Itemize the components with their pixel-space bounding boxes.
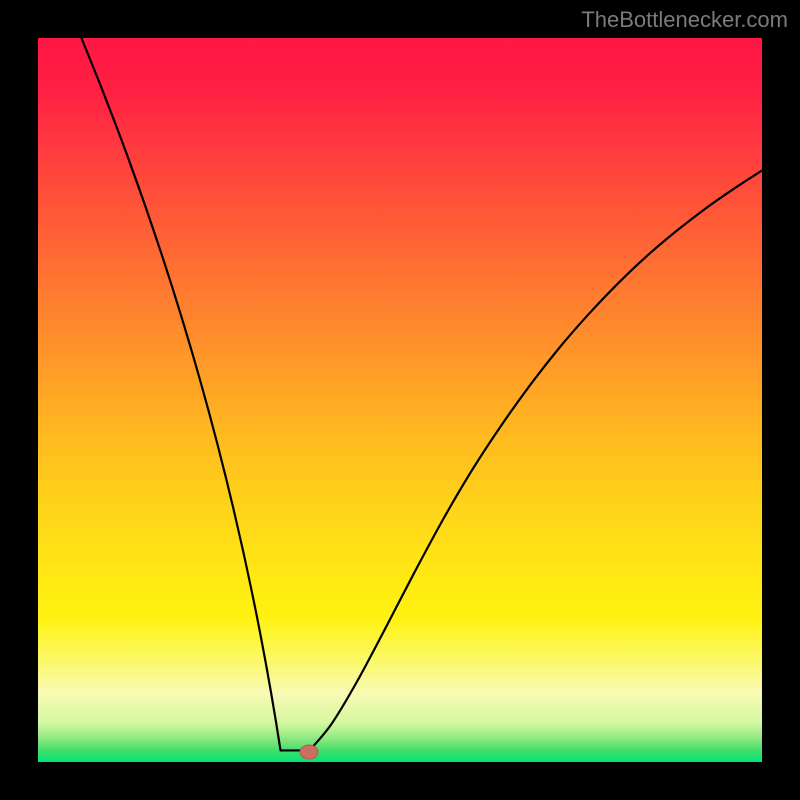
curve-path: [81, 38, 762, 750]
optimum-marker: [298, 743, 320, 761]
watermark: TheBottlenecker.com: [581, 7, 788, 33]
bottleneck-curve: [38, 38, 762, 762]
plot-area: [38, 38, 762, 762]
optimum-marker-dot: [300, 745, 318, 759]
watermark-text: TheBottlenecker.com: [581, 7, 788, 32]
chart-root: TheBottlenecker.com: [0, 0, 800, 800]
